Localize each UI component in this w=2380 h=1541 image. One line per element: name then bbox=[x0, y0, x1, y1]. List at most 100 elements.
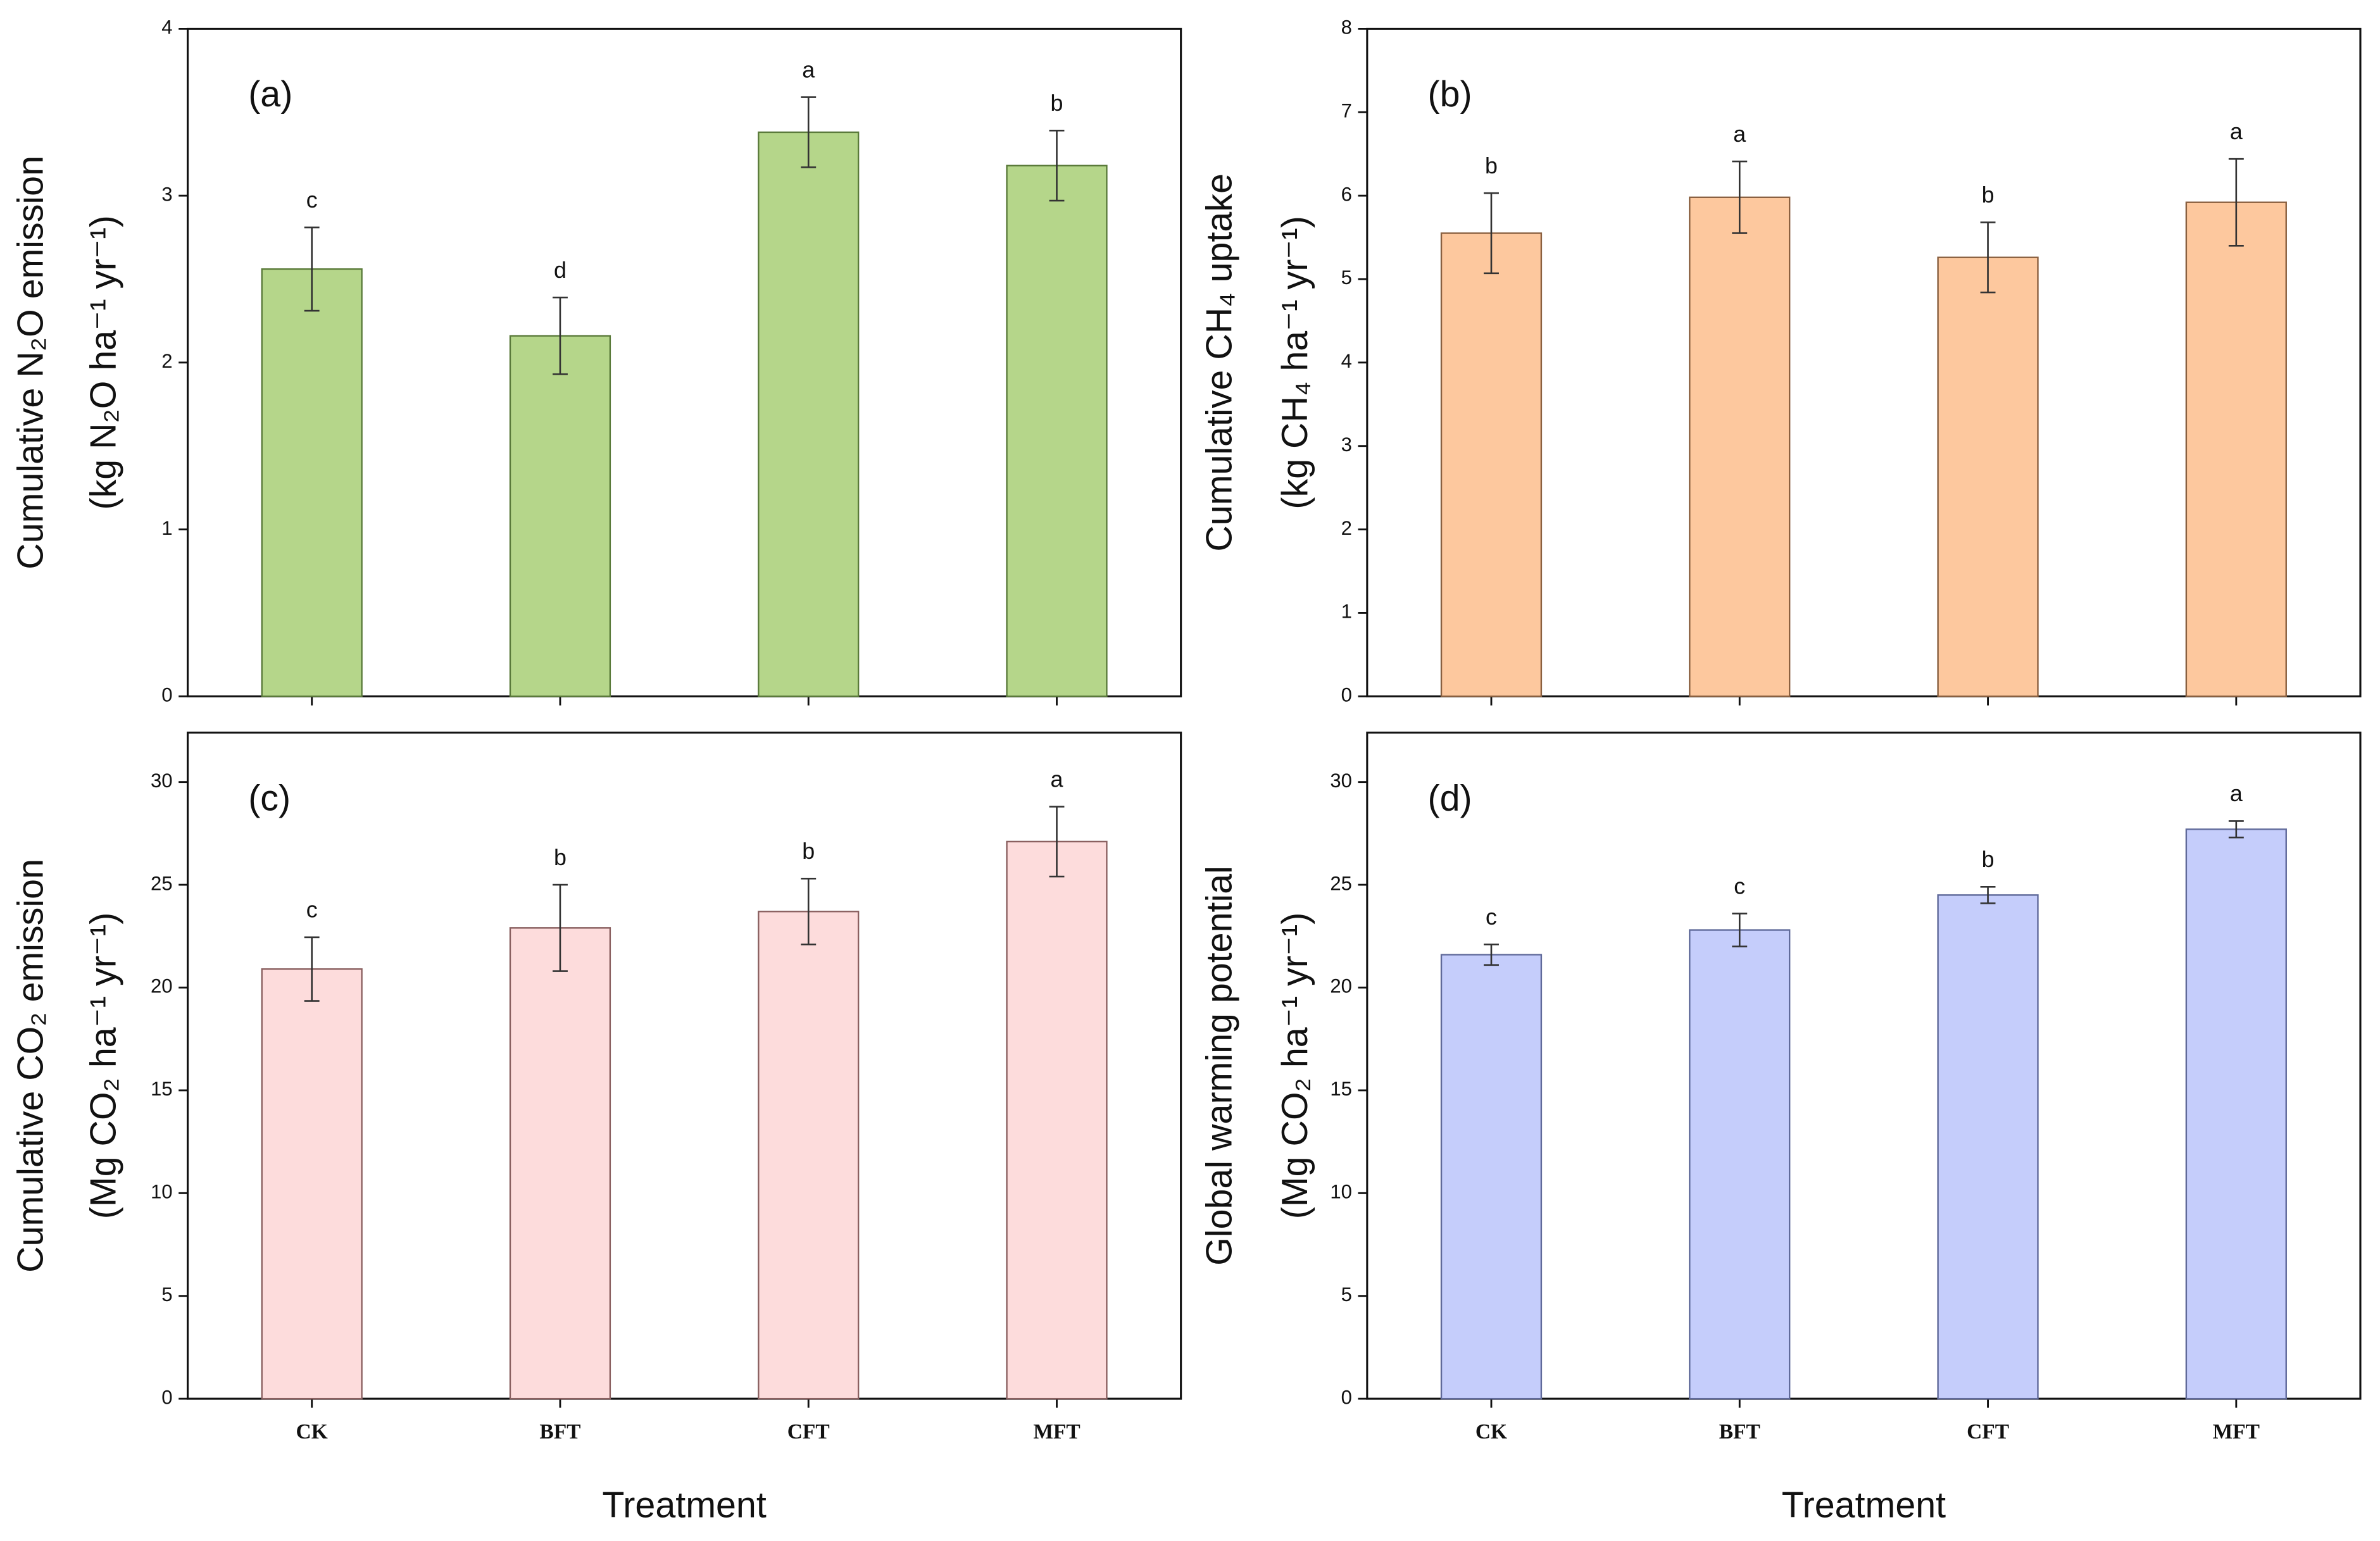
y-tick-label: 2 bbox=[161, 350, 172, 372]
x-tick-label: BFT bbox=[539, 1420, 580, 1444]
bar bbox=[261, 968, 363, 1400]
y-tick-label: 20 bbox=[1330, 975, 1352, 997]
bar bbox=[2185, 201, 2287, 697]
significance-letter: a bbox=[2230, 781, 2243, 806]
y-tick-label: 7 bbox=[1341, 100, 1352, 122]
y-tick-label: 10 bbox=[151, 1181, 173, 1203]
plot-frame bbox=[186, 732, 1182, 1400]
bar bbox=[1689, 196, 1791, 697]
significance-letter: c bbox=[1486, 904, 1497, 930]
y-axis-label: (kg CH₄ ha⁻¹ yr⁻¹) bbox=[1275, 216, 1315, 509]
x-tick-label: CFT bbox=[1967, 1420, 2009, 1444]
error-bar bbox=[2228, 820, 2244, 839]
significance-letter: c bbox=[306, 187, 318, 213]
x-tick-label: CK bbox=[296, 1420, 328, 1444]
bar bbox=[758, 911, 860, 1400]
significance-letter: b bbox=[1982, 182, 1995, 208]
error-bar bbox=[1049, 129, 1065, 202]
y-tick-label: 0 bbox=[161, 684, 172, 706]
y-tick-label: 10 bbox=[1330, 1181, 1352, 1203]
significance-letter: c bbox=[1734, 873, 1745, 899]
y-tick-label: 4 bbox=[1341, 350, 1352, 372]
x-tick-label: CFT bbox=[787, 1420, 830, 1444]
x-tick-label: MFT bbox=[2213, 1420, 2260, 1444]
error-bar bbox=[552, 296, 568, 375]
y-tick-label: 1 bbox=[161, 517, 172, 539]
bar bbox=[1937, 256, 2039, 697]
y-axis-label: (kg N₂O ha⁻¹ yr⁻¹) bbox=[84, 215, 124, 510]
y-tick-label: 25 bbox=[1330, 872, 1352, 894]
significance-letter: b bbox=[1485, 153, 1498, 178]
y-tick-label: 8 bbox=[1341, 16, 1352, 39]
bar bbox=[1006, 165, 1108, 697]
plot-frame bbox=[1366, 27, 2362, 697]
error-bar bbox=[801, 96, 817, 168]
bar bbox=[509, 335, 611, 697]
y-axis-label: Global warming potential bbox=[1199, 866, 1239, 1266]
significance-letter: d bbox=[554, 258, 567, 283]
panel-label: (a) bbox=[248, 74, 292, 115]
y-axis-label: (Mg CO₂ ha⁻¹ yr⁻¹) bbox=[84, 913, 124, 1220]
bar bbox=[261, 268, 363, 697]
bar bbox=[509, 927, 611, 1400]
bar bbox=[1440, 232, 1543, 697]
error-bar bbox=[552, 883, 568, 972]
significance-letter: b bbox=[1051, 90, 1063, 116]
y-tick-label: 30 bbox=[151, 770, 173, 792]
bar bbox=[1937, 894, 2039, 1400]
x-tick-label: BFT bbox=[1719, 1420, 1760, 1444]
y-tick-label: 1 bbox=[1341, 601, 1352, 623]
y-axis-label: Cumulative CH₄ uptake bbox=[1199, 173, 1239, 552]
error-bar bbox=[1484, 192, 1499, 275]
error-bar bbox=[801, 878, 817, 945]
significance-letter: c bbox=[306, 897, 318, 923]
y-axis-label: Cumulative CO₂ emission bbox=[11, 859, 51, 1273]
error-bar bbox=[1484, 943, 1499, 966]
y-tick-label: 0 bbox=[1341, 1386, 1352, 1408]
significance-letter: a bbox=[1733, 122, 1746, 147]
y-tick-label: 20 bbox=[151, 975, 173, 997]
y-axis-label: (Mg CO₂ ha⁻¹ yr⁻¹) bbox=[1275, 913, 1315, 1220]
error-bar bbox=[1732, 913, 1748, 947]
bar bbox=[1440, 954, 1543, 1400]
significance-letter: a bbox=[802, 57, 815, 82]
x-axis-label: Treatment bbox=[602, 1485, 766, 1526]
bar bbox=[758, 131, 860, 697]
plot-frame bbox=[1366, 732, 2362, 1400]
error-bar bbox=[304, 936, 320, 1002]
bar bbox=[1689, 929, 1791, 1400]
error-bar bbox=[1732, 160, 1748, 234]
y-tick-label: 15 bbox=[1330, 1078, 1352, 1100]
y-tick-label: 4 bbox=[161, 16, 172, 39]
bar bbox=[2185, 828, 2287, 1400]
panel-label: (b) bbox=[1428, 74, 1472, 115]
significance-letter: b bbox=[554, 845, 567, 870]
y-tick-label: 0 bbox=[161, 1386, 172, 1408]
y-tick-label: 3 bbox=[161, 183, 172, 205]
panel-label: (d) bbox=[1428, 778, 1472, 818]
y-tick-label: 5 bbox=[1341, 1283, 1352, 1306]
error-bar bbox=[1049, 806, 1065, 878]
error-bar bbox=[2228, 158, 2244, 247]
y-tick-label: 0 bbox=[1341, 684, 1352, 706]
y-axis-label: Cumulative N₂O emission bbox=[11, 156, 51, 570]
x-axis-label: Treatment bbox=[1782, 1485, 1946, 1526]
error-bar bbox=[1980, 886, 1996, 904]
y-tick-label: 5 bbox=[1341, 266, 1352, 289]
significance-letter: a bbox=[1051, 766, 1063, 792]
x-tick-label: CK bbox=[1475, 1420, 1507, 1444]
y-tick-label: 3 bbox=[1341, 434, 1352, 456]
significance-letter: a bbox=[2230, 119, 2243, 144]
panel-label: (c) bbox=[248, 778, 291, 818]
error-bar bbox=[1980, 221, 1996, 294]
y-tick-label: 6 bbox=[1341, 183, 1352, 205]
error-bar bbox=[304, 226, 320, 312]
y-tick-label: 5 bbox=[161, 1283, 172, 1306]
y-tick-label: 2 bbox=[1341, 517, 1352, 539]
y-tick-label: 15 bbox=[151, 1078, 173, 1100]
significance-letter: b bbox=[802, 839, 815, 864]
significance-letter: b bbox=[1982, 847, 1995, 872]
y-tick-label: 30 bbox=[1330, 770, 1352, 792]
x-tick-label: MFT bbox=[1033, 1420, 1080, 1444]
